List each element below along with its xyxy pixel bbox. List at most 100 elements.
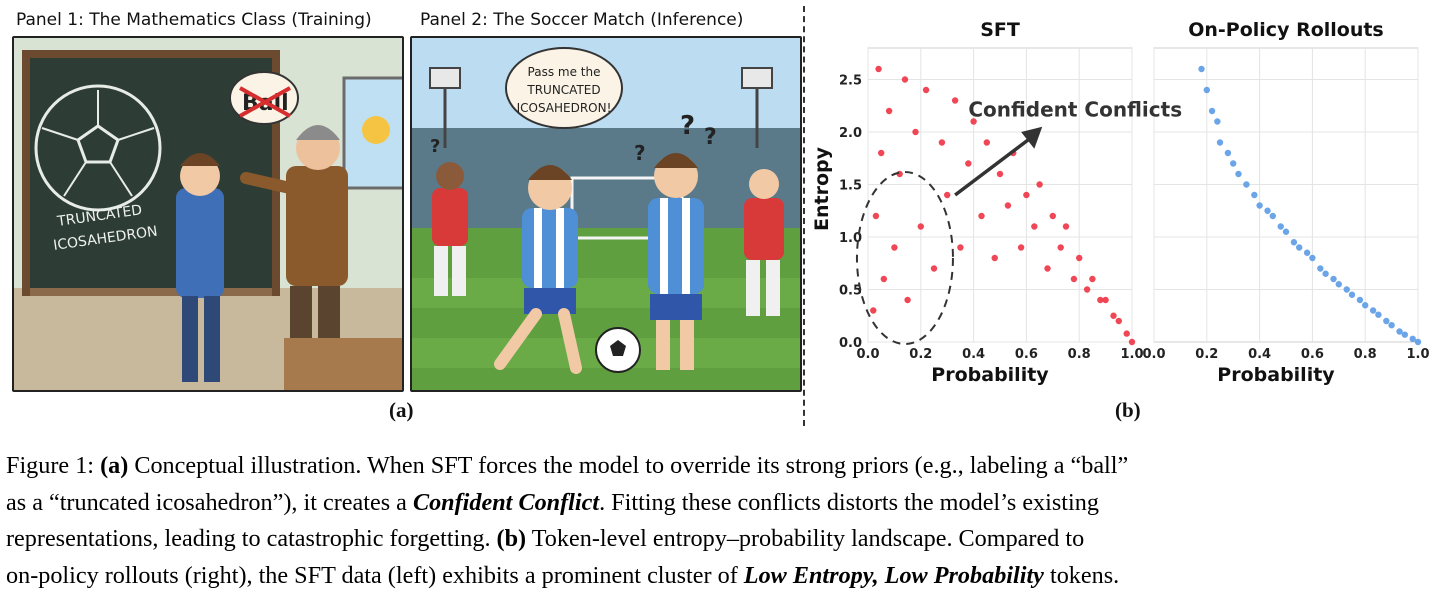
data-point <box>970 118 977 125</box>
caption-emphasis: Confident Conflict <box>412 488 600 516</box>
data-point <box>872 212 880 220</box>
panel-divider <box>803 6 805 426</box>
data-point <box>1208 107 1216 115</box>
data-point <box>938 139 946 146</box>
x-tick-label: 0.0 <box>856 347 879 362</box>
caption-line-2: as a “truncated icosahedron”), it create… <box>6 485 1446 522</box>
data-point <box>1343 286 1350 293</box>
data-point <box>870 307 877 314</box>
speech-line2: TRUNCATED <box>526 83 600 97</box>
data-point <box>1057 244 1064 251</box>
floodlight-icon <box>741 67 773 89</box>
data-point <box>951 97 959 104</box>
entropy-probability-plots: 0.0 0.2 0.4 0.6 0.8 1.00.00.51.01.52.02.5SFTP… <box>811 19 1430 386</box>
x-tick-label: 0.6 <box>1015 347 1038 362</box>
player-red-left <box>432 188 468 246</box>
data-point <box>1128 338 1136 346</box>
x-tick-label: 0.8 <box>1068 347 1091 362</box>
data-point <box>965 160 972 167</box>
data-point <box>996 170 1004 178</box>
data-point <box>1083 286 1091 293</box>
data-point <box>1362 302 1369 309</box>
caption-line-4: on-policy rollouts (right), the SFT data… <box>6 558 1446 595</box>
x-tick-label: 1.0 <box>1406 347 1429 362</box>
data-point <box>901 76 909 83</box>
data-point <box>1031 223 1038 230</box>
speech-line3: ICOSAHEDRON! <box>517 101 612 115</box>
caption-text: tokens. <box>1043 561 1120 589</box>
data-point <box>1264 207 1271 214</box>
data-point <box>1070 275 1078 283</box>
confident-conflicts-annotation: Confident Conflicts <box>954 97 1182 197</box>
speech-line1: Pass me the <box>528 65 601 79</box>
caption-ref-a: (a) <box>100 452 129 479</box>
data-point <box>1401 331 1408 338</box>
data-point <box>922 86 930 94</box>
data-point <box>1198 65 1205 73</box>
plot-area <box>867 47 1133 343</box>
data-point <box>1356 296 1364 304</box>
data-point <box>1216 139 1224 146</box>
chart-title: On-Policy Rollouts <box>1188 19 1384 41</box>
data-point <box>1388 322 1395 329</box>
x-tick-label: 0.2 <box>1195 347 1218 362</box>
data-point <box>885 107 893 115</box>
caption-line-1: Figure 1: (a) Conceptual illustration. W… <box>6 448 1446 485</box>
data-point <box>1317 265 1324 272</box>
data-point <box>1102 296 1109 304</box>
player-red-right <box>744 198 784 260</box>
plot-area <box>1153 47 1419 343</box>
data-point <box>1036 181 1043 188</box>
x-tick-label: 0.8 <box>1354 347 1377 362</box>
data-point <box>912 128 919 136</box>
data-point <box>1296 244 1303 251</box>
soccer-ball-drawing <box>34 84 162 212</box>
y-tick-label: 0.5 <box>839 284 862 299</box>
annotation-arrow <box>954 135 1033 197</box>
teacher-figure <box>286 166 348 286</box>
data-point <box>904 296 911 304</box>
sun-icon <box>362 116 390 144</box>
panel1-title: Panel 1: The Mathematics Class (Training… <box>16 10 372 30</box>
caption-ref-b: (b) <box>496 525 527 552</box>
caption-text: as a “truncated icosahedron”), it create… <box>6 488 413 516</box>
data-point <box>1243 181 1250 188</box>
data-point <box>1110 312 1117 319</box>
data-point <box>1375 311 1382 318</box>
caption-figure-number: Figure 1: <box>6 452 101 479</box>
data-point <box>1089 275 1096 283</box>
x-tick-label: 0.2 <box>909 347 932 362</box>
data-point <box>891 244 898 251</box>
data-point <box>1369 307 1377 314</box>
arrow-head-icon <box>1021 126 1043 149</box>
caption-emphasis: Low Entropy, Low Probability <box>743 561 1044 589</box>
data-point <box>1383 317 1390 325</box>
floodlight-icon <box>429 67 461 89</box>
data-point <box>957 244 964 251</box>
data-point <box>1023 191 1030 199</box>
math-class-illustration: TRUNCATED ICOSAHEDRON Ball <box>14 38 402 390</box>
data-point <box>1269 212 1276 220</box>
x-tick-label: 0.4 <box>962 347 985 362</box>
data-point <box>930 265 938 272</box>
x-tick-label: 1.0 <box>1120 347 1143 362</box>
caption-line-3: representations, leading to catastrophic… <box>6 521 1446 558</box>
data-point <box>1230 160 1237 167</box>
x-axis-label: Probability <box>931 364 1049 386</box>
data-point <box>880 275 888 283</box>
x-axis-label: Probability <box>1217 364 1335 386</box>
data-point <box>1277 223 1284 230</box>
data-point <box>1097 296 1104 304</box>
question-mark-icon: ? <box>634 141 646 165</box>
panel2-title: Panel 2: The Soccer Match (Inference) <box>420 10 744 30</box>
data-point <box>1076 254 1083 262</box>
data-point <box>1335 281 1342 288</box>
comic-panel-math-class: TRUNCATED ICOSAHEDRON Ball <box>12 36 404 392</box>
data-point <box>1115 317 1122 325</box>
player-striker <box>522 208 578 288</box>
data-point <box>1224 149 1232 157</box>
subfigure-label-a: (a) <box>389 398 414 422</box>
sft-scatter-plot: 0.0 0.2 0.4 0.6 0.8 1.0 0.0 0.5 1.0 1.5 2.0 2.5 SFT P… <box>811 19 1144 386</box>
data-point <box>917 223 924 230</box>
speech-bubble-icosahedron <box>505 47 623 129</box>
